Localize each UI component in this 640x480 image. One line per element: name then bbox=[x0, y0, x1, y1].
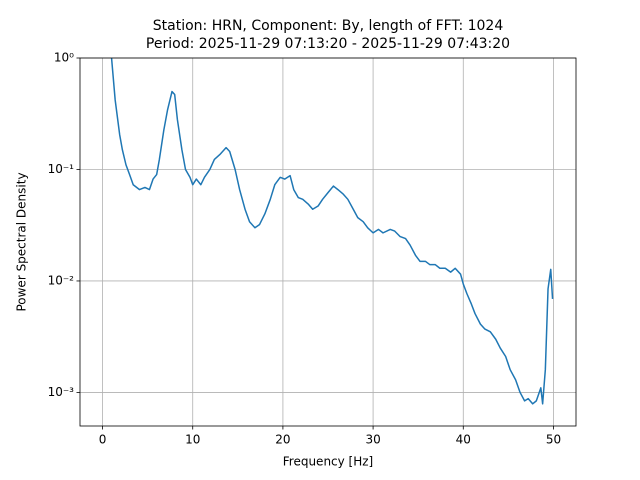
x-tick-label: 50 bbox=[546, 433, 561, 447]
x-tick-label: 0 bbox=[99, 433, 107, 447]
y-tick-label: 10⁻² bbox=[48, 273, 75, 287]
axes-frame bbox=[79, 57, 577, 427]
chart-title: Station: HRN, Component: By, length of F… bbox=[153, 18, 504, 34]
grid bbox=[80, 57, 576, 426]
y-axis-label: Power Spectral Density bbox=[15, 172, 29, 311]
x-tick-label: 10 bbox=[185, 433, 200, 447]
x-tick-label: 30 bbox=[365, 433, 380, 447]
ticks: 0 10 20 30 40 50 10⁰ 10⁻¹ 10⁻² 10⁻³ bbox=[48, 51, 562, 447]
x-axis-label: Frequency [Hz] bbox=[283, 455, 374, 469]
x-tick-label: 20 bbox=[275, 433, 290, 447]
chart-subtitle: Period: 2025-11-29 07:13:20 - 2025-11-29… bbox=[146, 36, 510, 52]
y-tick-label: 10⁻³ bbox=[48, 385, 75, 399]
x-tick-label: 40 bbox=[456, 433, 471, 447]
data-line bbox=[110, 58, 554, 405]
plot-area bbox=[110, 58, 554, 405]
y-tick-label: 10⁻¹ bbox=[48, 162, 75, 176]
y-tick-label: 10⁰ bbox=[54, 51, 74, 65]
